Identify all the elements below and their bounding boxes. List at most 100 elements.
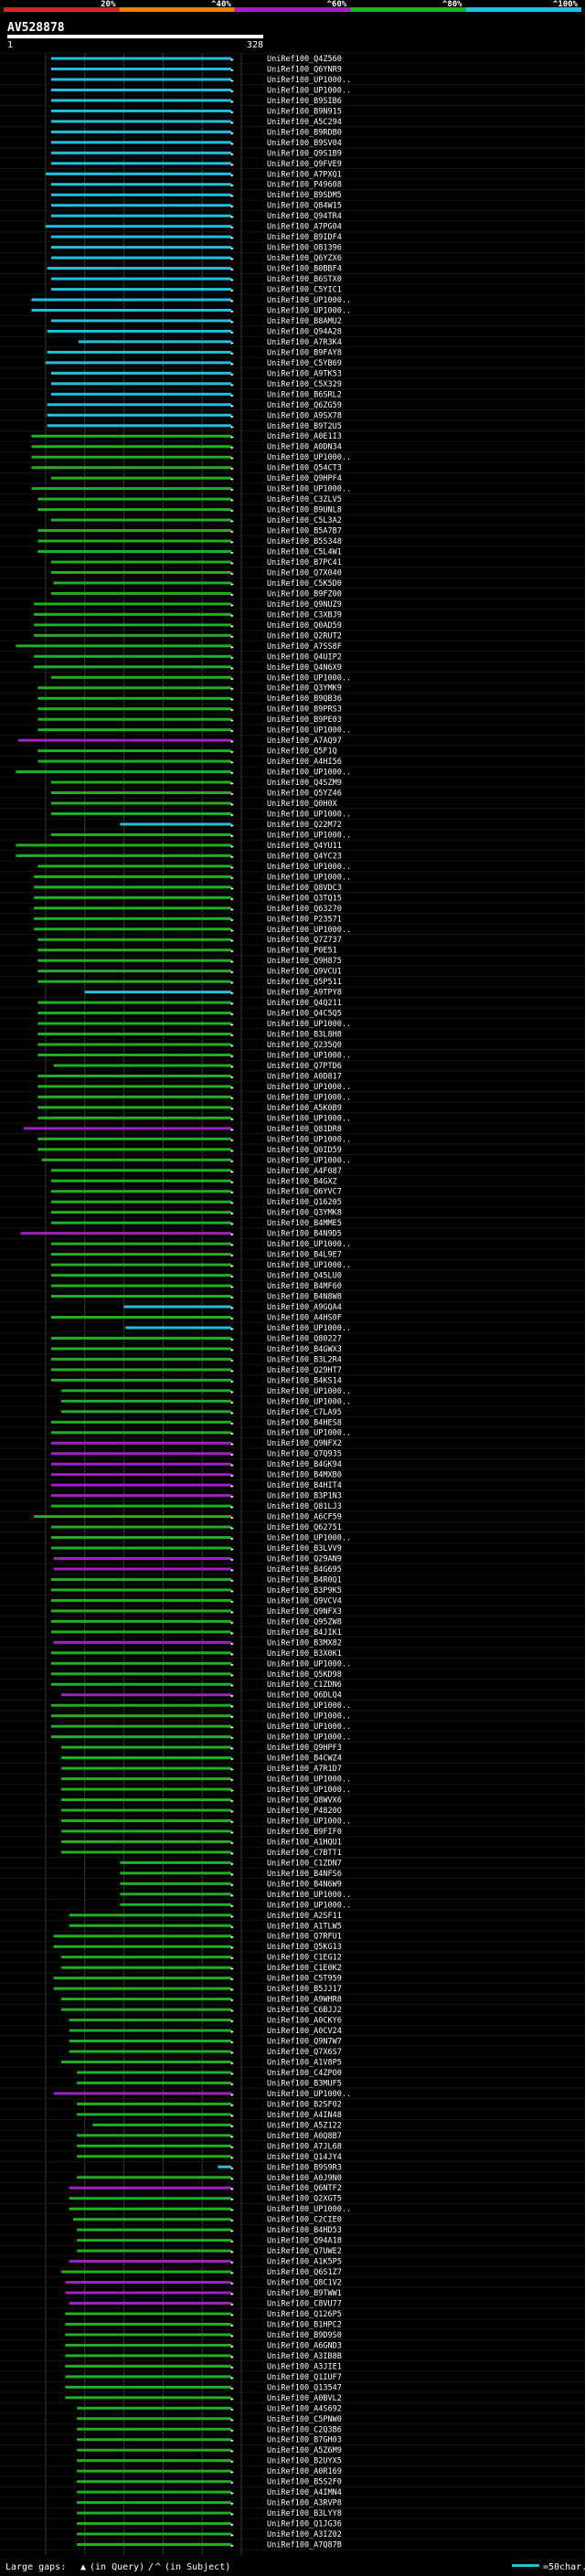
hit-label[interactable]: UniRef100_C7LA95 [267,1408,342,1417]
hit-label[interactable]: UniRef100_UP1000.. [267,1786,351,1795]
hit-label[interactable]: UniRef100_UP1000.. [267,926,351,935]
hit-label[interactable]: UniRef100_Q2XGT5 [267,2195,342,2204]
hit-label[interactable]: UniRef100_A7PG04 [267,223,342,232]
hit-label[interactable]: UniRef100_C5YB69 [267,359,342,368]
hit-label[interactable]: UniRef100_A0CV24 [267,2027,342,2036]
hit-label[interactable]: UniRef100_A4IMN4 [267,2488,342,2497]
hit-label[interactable]: UniRef100_UP1000.. [267,1723,351,1732]
hit-label[interactable]: UniRef100_B3MUF5 [267,2079,342,2088]
hit-label[interactable]: UniRef100_P0E51 [267,947,337,956]
hit-label[interactable]: UniRef100_Q7X6S7 [267,2048,342,2057]
hit-label[interactable]: UniRef100_A9WHR8 [267,1996,342,2005]
hit-label[interactable]: UniRef100_P49608 [267,181,342,190]
hit-label[interactable]: UniRef100_B3L2R4 [267,1355,342,1364]
hit-label[interactable]: UniRef100_UP1000.. [267,2205,351,2214]
hit-label[interactable]: UniRef100_B4N9D5 [267,1230,342,1239]
hit-label[interactable]: UniRef100_B4G695 [267,1565,342,1574]
hit-label[interactable]: UniRef100_Q94TR4 [267,212,342,221]
hit-label[interactable]: UniRef100_A4HS0F [267,1313,342,1322]
hit-label[interactable]: UniRef100_UP1000.. [267,1733,351,1743]
hit-label[interactable]: UniRef100_UP1000.. [267,1387,351,1396]
hit-label[interactable]: UniRef100_A1V8P5 [267,2058,342,2067]
hit-label[interactable]: UniRef100_UP1000.. [267,86,351,95]
hit-label[interactable]: UniRef100_A6GND3 [267,2341,342,2350]
hit-label[interactable]: UniRef100_Q29AN9 [267,1554,342,1564]
hit-label[interactable]: UniRef100_A9TPY8 [267,989,342,998]
hit-label[interactable]: UniRef100_B9RDB0 [267,128,342,137]
hit-label[interactable]: UniRef100_B4L9E7 [267,1251,342,1260]
hit-label[interactable]: UniRef100_A0R169 [267,2467,342,2476]
hit-label[interactable]: UniRef100_A1K5P5 [267,2258,342,2267]
hit-label[interactable]: UniRef100_B4HES8 [267,1418,342,1427]
hit-label[interactable]: UniRef100_Q9VCV4 [267,1596,342,1606]
hit-label[interactable]: UniRef100_A0Q8B7 [267,2132,342,2141]
hit-label[interactable]: UniRef100_Q4SZM9 [267,779,342,788]
hit-label[interactable]: UniRef100_UP1000.. [267,1429,351,1438]
hit-label[interactable]: UniRef100_UP1000.. [267,1817,351,1826]
hit-label[interactable]: UniRef100_A0DN34 [267,443,342,452]
hit-label[interactable]: UniRef100_Q9NUZ9 [267,600,342,610]
hit-label[interactable]: UniRef100_B9FZ00 [267,589,342,599]
hit-label[interactable]: UniRef100_Q1JG36 [267,2520,342,2529]
hit-label[interactable]: UniRef100_Q84W15 [267,202,342,211]
hit-label[interactable]: UniRef100_B9N915 [267,107,342,116]
hit-label[interactable]: UniRef100_B9D9S0 [267,2331,342,2340]
hit-label[interactable]: UniRef100_B0BBF4 [267,265,342,274]
hit-label[interactable]: UniRef100_Q29HT7 [267,1366,342,1375]
hit-label[interactable]: UniRef100_C5T959 [267,1975,342,1984]
hit-label[interactable]: UniRef100_B3L8H8 [267,1031,342,1040]
hit-label[interactable]: UniRef100_Q6YVC7 [267,1188,342,1197]
hit-label[interactable]: UniRef100_B4N6W9 [267,1880,342,1889]
hit-label[interactable]: UniRef100_B9FIF0 [267,1828,342,1837]
hit-label[interactable]: UniRef100_Q3YMK8 [267,1209,342,1218]
hit-label[interactable]: UniRef100_Q5KD98 [267,1670,342,1680]
hit-label[interactable]: UniRef100_Q1IUF7 [267,2373,342,2382]
hit-label[interactable]: UniRef100_C7BTT1 [267,1849,342,1858]
hit-label[interactable]: UniRef100_UP1000.. [267,485,351,494]
hit-label[interactable]: UniRef100_Q80227 [267,1334,342,1343]
hit-label[interactable]: UniRef100_O81396 [267,244,342,253]
hit-label[interactable]: UniRef100_B4HIT4 [267,1481,342,1490]
hit-label[interactable]: UniRef100_A0BVL2 [267,2394,342,2403]
hit-label[interactable]: UniRef100_B4HD53 [267,2226,342,2235]
hit-label[interactable]: UniRef100_UP1000.. [267,1020,351,1029]
hit-label[interactable]: UniRef100_B4CWZ4 [267,1754,342,1764]
hit-label[interactable]: UniRef100_UP1000.. [267,1052,351,1061]
hit-label[interactable]: UniRef100_Q9NFX2 [267,1439,342,1448]
hit-label[interactable]: UniRef100_B6SRL2 [267,390,342,399]
hit-label[interactable]: UniRef100_C2Q3B6 [267,2425,342,2434]
hit-label[interactable]: UniRef100_Q6YNR9 [267,65,342,74]
hit-label[interactable]: UniRef100_B1HPC2 [267,2320,342,2329]
hit-label[interactable]: UniRef100_B9FAY8 [267,348,342,357]
hit-label[interactable]: UniRef100_UP1000.. [267,296,351,305]
hit-label[interactable]: UniRef100_B5JJ17 [267,1985,342,1994]
hit-label[interactable]: UniRef100_Q235Q0 [267,1041,342,1050]
hit-label[interactable]: UniRef100_C1ZDN6 [267,1680,342,1690]
hit-label[interactable]: UniRef100_C5L3A2 [267,516,342,525]
hit-label[interactable]: UniRef100_UP1000.. [267,1701,351,1711]
hit-label[interactable]: UniRef100_B2UYX5 [267,2457,342,2466]
hit-label[interactable]: UniRef100_Q0ID59 [267,1146,342,1155]
hit-label[interactable]: UniRef100_B3P9K5 [267,1586,342,1595]
hit-label[interactable]: UniRef100_Q4Z560 [267,55,342,64]
hit-label[interactable]: UniRef100_B4JIK1 [267,1628,342,1638]
hit-label[interactable]: UniRef100_B6STX0 [267,275,342,284]
hit-label[interactable]: UniRef100_A1TLW5 [267,1922,342,1931]
hit-label[interactable]: UniRef100_B2SF02 [267,2100,342,2109]
hit-label[interactable]: UniRef100_A7R3K4 [267,338,342,347]
hit-label[interactable]: UniRef100_C4ZPO0 [267,2069,342,2078]
hit-label[interactable]: UniRef100_Q9S1B9 [267,149,342,158]
hit-label[interactable]: UniRef100_B4NFS6 [267,1870,342,1879]
hit-label[interactable]: UniRef100_Q9H875 [267,957,342,966]
hit-label[interactable]: UniRef100_Q94A18 [267,2237,342,2246]
hit-label[interactable]: UniRef100_B5S2F0 [267,2478,342,2487]
hit-label[interactable]: UniRef100_UP1000.. [267,76,351,85]
hit-label[interactable]: UniRef100_A2SF11 [267,1912,342,1921]
hit-label[interactable]: UniRef100_C5YIC1 [267,286,342,295]
hit-label[interactable]: UniRef100_UP1000.. [267,1776,351,1785]
hit-label[interactable]: UniRef100_A3JIE1 [267,2362,342,2371]
hit-label[interactable]: UniRef100_Q5KG13 [267,1943,342,1952]
hit-label[interactable]: UniRef100_Q9N7W7 [267,2038,342,2047]
hit-label[interactable]: UniRef100_C6BJJ2 [267,2006,342,2015]
hit-label[interactable]: UniRef100_UP1000.. [267,769,351,778]
